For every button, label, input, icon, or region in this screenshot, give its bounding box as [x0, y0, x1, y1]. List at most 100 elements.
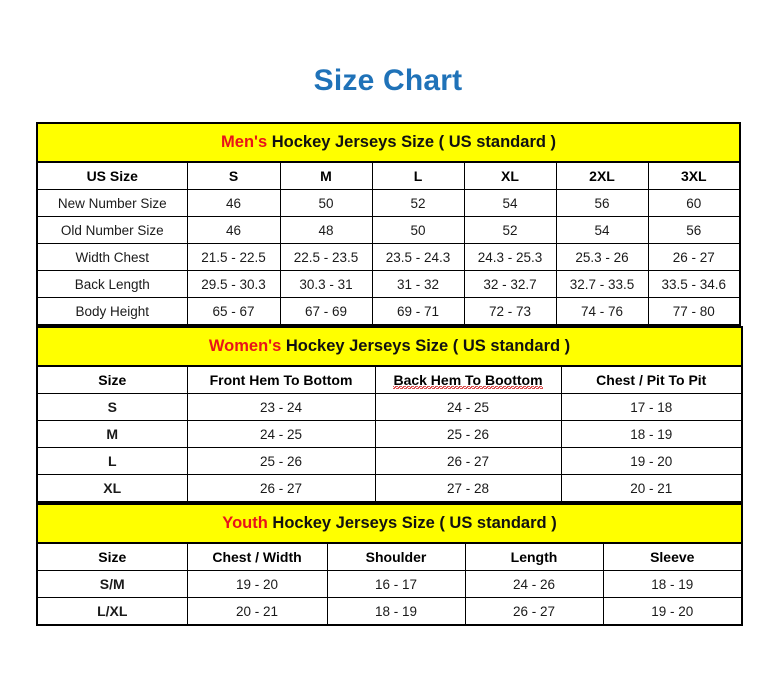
youth-size-table: Youth Hockey Jerseys Size ( US standard … [35, 503, 744, 626]
mens-cell: 77 - 80 [647, 297, 741, 326]
table-row: M 24 - 25 25 - 26 18 - 19 [36, 420, 743, 448]
mens-header-cell: US Size [36, 161, 188, 190]
womens-size-table: Women's Hockey Jerseys Size ( US standar… [35, 326, 744, 503]
mens-section-band: Men's Hockey Jerseys Size ( US standard … [35, 122, 742, 163]
mens-header-cell: 3XL [647, 161, 741, 190]
mens-header-cell: 2XL [555, 161, 649, 190]
womens-cell: 26 - 27 [186, 474, 376, 503]
youth-cell: 26 - 27 [464, 597, 604, 626]
mens-cell: 33.5 - 34.6 [647, 270, 741, 298]
youth-row-label: S/M [36, 570, 188, 598]
table-row: XL 26 - 27 27 - 28 20 - 21 [36, 474, 743, 503]
mens-row-label: Body Height [36, 297, 188, 326]
womens-cell: 27 - 28 [374, 474, 562, 503]
womens-cell: 25 - 26 [374, 420, 562, 448]
mens-cell: 46 [186, 216, 281, 244]
mens-cell: 52 [463, 216, 557, 244]
mens-row-label: New Number Size [36, 189, 188, 217]
mens-band-accent: Men's [221, 133, 268, 151]
womens-band-row: Women's Hockey Jerseys Size ( US standar… [35, 326, 744, 367]
womens-header-cell: Size [36, 365, 188, 394]
mens-cell: 67 - 69 [279, 297, 373, 326]
youth-header-cell: Length [464, 542, 604, 571]
mens-cell: 65 - 67 [186, 297, 281, 326]
mens-cell: 24.3 - 25.3 [463, 243, 557, 271]
youth-cell: 19 - 20 [186, 570, 328, 598]
youth-band-row: Youth Hockey Jerseys Size ( US standard … [35, 503, 744, 544]
womens-cell: 23 - 24 [186, 393, 376, 421]
youth-cell: 18 - 19 [602, 570, 743, 598]
mens-cell: 21.5 - 22.5 [186, 243, 281, 271]
mens-row-label: Back Length [36, 270, 188, 298]
mens-cell: 50 [279, 189, 373, 217]
misspelled-text: Back Hem To Boottom [393, 371, 543, 389]
youth-row-label: L/XL [36, 597, 188, 626]
womens-cell: 24 - 25 [186, 420, 376, 448]
youth-header-cell: Size [36, 542, 188, 571]
womens-row-label: S [36, 393, 188, 421]
womens-cell: 20 - 21 [560, 474, 743, 503]
table-row: Width Chest 21.5 - 22.5 22.5 - 23.5 23.5… [36, 243, 741, 271]
mens-header-cell: M [279, 161, 373, 190]
youth-cell: 20 - 21 [186, 597, 328, 626]
mens-header-cell: XL [463, 161, 557, 190]
youth-band-accent: Youth [222, 514, 268, 532]
page-title: Size Chart [313, 64, 463, 97]
womens-cell: 24 - 25 [374, 393, 562, 421]
mens-header-cell: L [371, 161, 465, 190]
youth-cell: 16 - 17 [326, 570, 466, 598]
mens-cell: 22.5 - 23.5 [279, 243, 373, 271]
mens-cell: 46 [186, 189, 281, 217]
table-row: S/M 19 - 20 16 - 17 24 - 26 18 - 19 [36, 570, 743, 598]
mens-cell: 54 [555, 216, 649, 244]
mens-cell: 25.3 - 26 [555, 243, 649, 271]
mens-cell: 69 - 71 [371, 297, 465, 326]
mens-cell: 56 [555, 189, 649, 217]
womens-header-row: Size Front Hem To Bottom Back Hem To Boo… [36, 365, 743, 394]
mens-cell: 60 [647, 189, 741, 217]
table-row: Back Length 29.5 - 30.3 30.3 - 31 31 - 3… [36, 270, 741, 298]
womens-header-cell: Chest / Pit To Pit [560, 365, 743, 394]
mens-cell: 72 - 73 [463, 297, 557, 326]
mens-cell: 23.5 - 24.3 [371, 243, 465, 271]
womens-row-label: M [36, 420, 188, 448]
mens-cell: 74 - 76 [555, 297, 649, 326]
mens-cell: 32 - 32.7 [463, 270, 557, 298]
table-row: New Number Size 46 50 52 54 56 60 [36, 189, 741, 217]
size-chart-tables: Men's Hockey Jerseys Size ( US standard … [35, 122, 744, 626]
mens-cell: 31 - 32 [371, 270, 465, 298]
mens-header-row: US Size S M L XL 2XL 3XL [36, 161, 741, 190]
table-row: L/XL 20 - 21 18 - 19 26 - 27 19 - 20 [36, 597, 743, 626]
womens-cell: 19 - 20 [560, 447, 743, 475]
womens-row-label: XL [36, 474, 188, 503]
mens-cell: 29.5 - 30.3 [186, 270, 281, 298]
youth-section-band: Youth Hockey Jerseys Size ( US standard … [35, 503, 744, 544]
mens-cell: 26 - 27 [647, 243, 741, 271]
mens-size-table: Men's Hockey Jerseys Size ( US standard … [35, 122, 742, 326]
mens-cell: 56 [647, 216, 741, 244]
mens-cell: 48 [279, 216, 373, 244]
mens-cell: 50 [371, 216, 465, 244]
womens-cell: 17 - 18 [560, 393, 743, 421]
womens-header-cell-misspelled: Back Hem To Boottom [374, 365, 562, 394]
womens-header-cell: Front Hem To Bottom [186, 365, 376, 394]
table-row: Body Height 65 - 67 67 - 69 69 - 71 72 -… [36, 297, 741, 326]
youth-header-cell: Shoulder [326, 542, 466, 571]
youth-band-rest: Hockey Jerseys Size ( US standard ) [267, 514, 557, 532]
mens-cell: 30.3 - 31 [279, 270, 373, 298]
womens-section-band: Women's Hockey Jerseys Size ( US standar… [35, 326, 744, 367]
youth-cell: 19 - 20 [602, 597, 743, 626]
youth-cell: 18 - 19 [326, 597, 466, 626]
table-row: Old Number Size 46 48 50 52 54 56 [36, 216, 741, 244]
mens-cell: 32.7 - 33.5 [555, 270, 649, 298]
womens-row-label: L [36, 447, 188, 475]
mens-row-label: Old Number Size [36, 216, 188, 244]
youth-header-cell: Sleeve [602, 542, 743, 571]
youth-header-row: Size Chest / Width Shoulder Length Sleev… [36, 542, 743, 571]
mens-band-row: Men's Hockey Jerseys Size ( US standard … [35, 122, 742, 163]
mens-cell: 54 [463, 189, 557, 217]
womens-cell: 25 - 26 [186, 447, 376, 475]
mens-band-rest: Hockey Jerseys Size ( US standard ) [267, 133, 557, 151]
mens-cell: 52 [371, 189, 465, 217]
